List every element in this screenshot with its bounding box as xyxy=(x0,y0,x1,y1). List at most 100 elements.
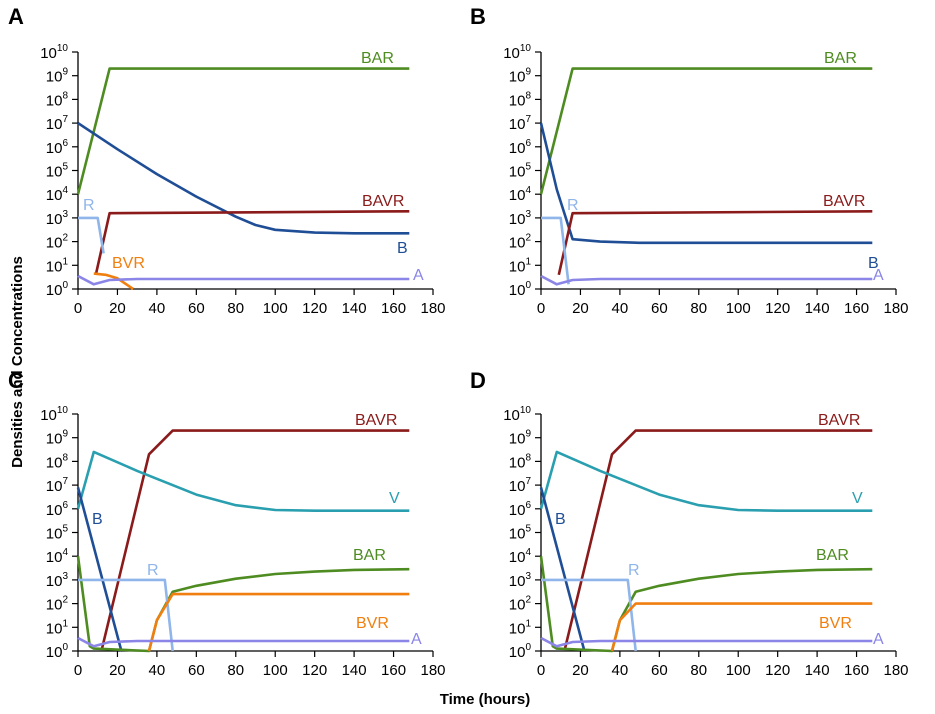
y-tick-label: 101 xyxy=(509,256,532,275)
series-label-bavr: BAVR xyxy=(362,193,404,210)
y-tick-label: 100 xyxy=(509,280,532,299)
y-tick-label: 101 xyxy=(509,618,532,637)
series-line-bavr xyxy=(563,429,873,651)
x-tick-label: 140 xyxy=(805,662,830,679)
series-label-b: B xyxy=(555,511,566,528)
y-tick-label: 105 xyxy=(509,524,532,543)
x-tick-label: 100 xyxy=(263,300,288,317)
series-line-r xyxy=(78,578,174,652)
y-tick-label: 101 xyxy=(46,618,69,637)
series-line-b xyxy=(539,487,586,652)
y-tick-label: 103 xyxy=(509,571,532,590)
y-tick-label: 100 xyxy=(509,642,532,661)
x-tick-label: 20 xyxy=(572,300,589,317)
series-line-bavr xyxy=(94,210,410,276)
y-tick-label: 102 xyxy=(509,595,532,614)
x-tick-label: 40 xyxy=(149,300,166,317)
y-tick-label: 1010 xyxy=(503,43,531,62)
y-tick-label: 109 xyxy=(46,67,69,86)
x-tick-label: 60 xyxy=(188,300,205,317)
x-tick-label: 140 xyxy=(342,300,367,317)
x-tick-label: 80 xyxy=(227,300,244,317)
x-axis-title: Time (hours) xyxy=(440,691,531,708)
series-label-bar: BAR xyxy=(816,547,849,564)
series-line-bar xyxy=(76,556,410,653)
x-tick-label: 0 xyxy=(537,662,545,679)
y-tick-label: 101 xyxy=(46,256,69,275)
x-tick-label: 0 xyxy=(74,300,82,317)
series-label-r: R xyxy=(628,562,640,579)
x-tick-label: 160 xyxy=(381,300,406,317)
y-tick-label: 107 xyxy=(509,114,532,133)
series-line-r xyxy=(541,216,570,285)
x-tick-label: 80 xyxy=(690,662,707,679)
y-tick-label: 100 xyxy=(46,642,69,661)
series-line-r xyxy=(78,216,105,254)
x-tick-label: 120 xyxy=(302,300,327,317)
series-label-bvr: BVR xyxy=(112,255,145,272)
y-tick-label: 108 xyxy=(46,90,69,109)
y-tick-label: 1010 xyxy=(503,405,531,424)
series-label-v: V xyxy=(852,490,863,507)
series-line-v xyxy=(539,450,873,512)
panel-b: B 0 20 40 60 80 100 120 140 160 180 100 101 102 103 104… xyxy=(470,4,909,317)
series-line-a xyxy=(77,274,410,286)
series-line-bvr xyxy=(93,272,134,291)
x-tick-label: 0 xyxy=(74,662,82,679)
y-tick-label: 106 xyxy=(46,500,69,519)
series-line-bar xyxy=(539,556,873,653)
series-line-b xyxy=(76,487,123,652)
x-tick-label: 100 xyxy=(263,662,288,679)
y-tick-label: 106 xyxy=(509,138,532,157)
series-label-r: R xyxy=(567,197,579,214)
panel-letter: A xyxy=(8,4,24,29)
series-line-bar xyxy=(76,67,410,195)
panel-letter: D xyxy=(470,368,486,393)
y-tick-label: 106 xyxy=(509,500,532,519)
y-tick-label: 105 xyxy=(46,524,69,543)
y-tick-label: 103 xyxy=(509,209,532,228)
x-tick-label: 140 xyxy=(342,662,367,679)
x-tick-label: 180 xyxy=(883,662,908,679)
y-tick-label: 108 xyxy=(46,452,69,471)
series-label-bar: BAR xyxy=(361,50,394,67)
series-line-bavr xyxy=(100,429,410,651)
series-line-a xyxy=(540,636,873,648)
x-tick-label: 120 xyxy=(765,300,790,317)
series-line-bvr xyxy=(147,592,410,652)
series-label-bavr: BAVR xyxy=(355,412,397,429)
x-tick-label: 80 xyxy=(227,662,244,679)
x-tick-label: 160 xyxy=(381,662,406,679)
y-tick-label: 1010 xyxy=(40,43,68,62)
y-tick-label: 100 xyxy=(46,280,69,299)
series-line-a xyxy=(77,636,410,648)
x-tick-label: 180 xyxy=(883,300,908,317)
panel-d: D 0 20 40 60 80 100 120 140 160 180 100 101 102 103 104… xyxy=(470,368,909,679)
x-tick-label: 120 xyxy=(302,662,327,679)
y-tick-label: 104 xyxy=(509,185,532,204)
x-tick-label: 180 xyxy=(420,662,445,679)
x-tick-label: 20 xyxy=(109,662,126,679)
x-tick-label: 20 xyxy=(572,662,589,679)
y-tick-label: 1010 xyxy=(40,405,68,424)
x-tick-label: 100 xyxy=(726,662,751,679)
series-label-a: A xyxy=(411,631,422,648)
series-label-bar: BAR xyxy=(353,547,386,564)
y-tick-label: 109 xyxy=(46,429,69,448)
y-tick-label: 108 xyxy=(509,90,532,109)
y-tick-label: 109 xyxy=(509,429,532,448)
y-tick-label: 105 xyxy=(509,162,532,181)
y-axis-title: Densities and Concentrations xyxy=(9,256,26,468)
y-tick-label: 105 xyxy=(46,162,69,181)
y-tick-label: 107 xyxy=(509,476,532,495)
y-tick-label: 104 xyxy=(46,547,69,566)
series-label-r: R xyxy=(83,197,95,214)
y-tick-label: 106 xyxy=(46,138,69,157)
y-tick-label: 109 xyxy=(509,67,532,86)
panel-letter: B xyxy=(470,4,486,29)
y-tick-label: 102 xyxy=(46,233,69,252)
y-tick-label: 104 xyxy=(509,547,532,566)
x-tick-label: 120 xyxy=(765,662,790,679)
series-label-b: B xyxy=(92,511,103,528)
